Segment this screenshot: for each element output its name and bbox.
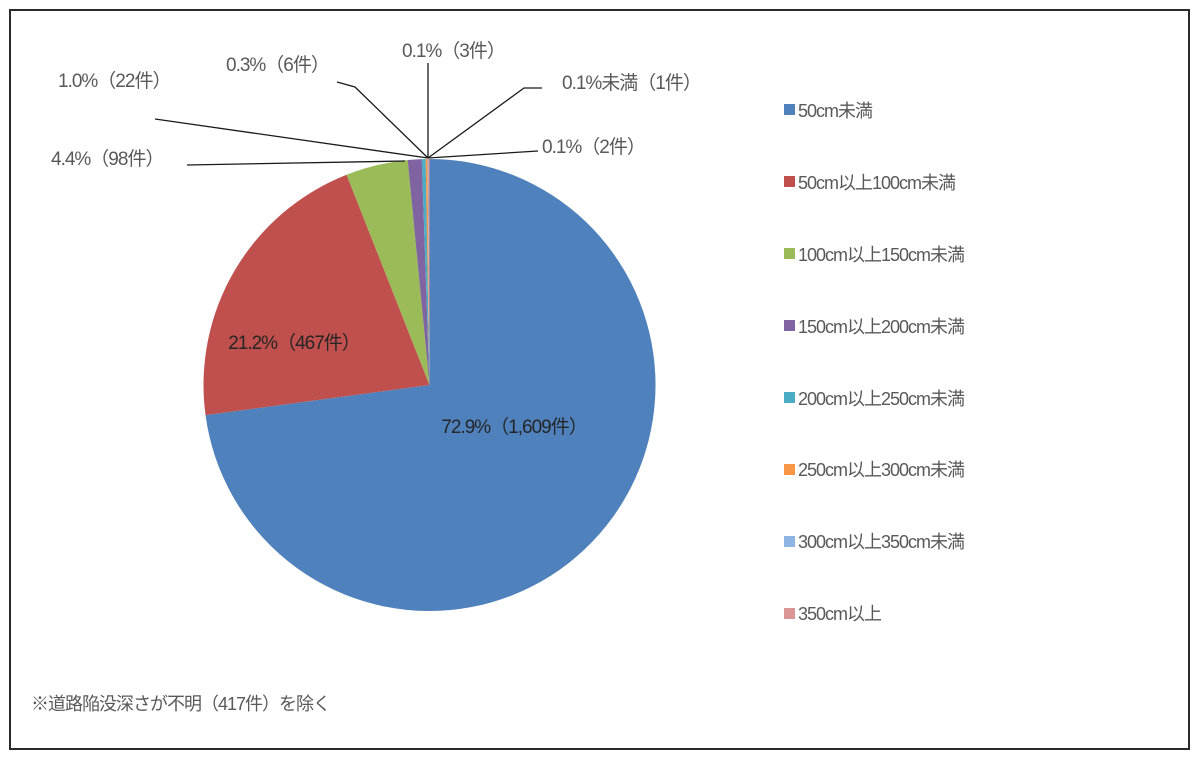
- svg-text:21.2%（467件）: 21.2%（467件）: [228, 332, 360, 354]
- svg-text:0.1%未満（1件）: 0.1%未満（1件）: [562, 72, 701, 94]
- svg-text:4.4%（98件）: 4.4%（98件）: [51, 148, 163, 170]
- svg-text:1.0%（22件）: 1.0%（22件）: [58, 70, 170, 92]
- svg-text:0.1%（3件）: 0.1%（3件）: [402, 40, 505, 62]
- svg-text:72.9%（1,609件）: 72.9%（1,609件）: [441, 416, 586, 438]
- svg-text:0.1%（2件）: 0.1%（2件）: [542, 136, 645, 158]
- svg-text:0.3%（6件）: 0.3%（6件）: [226, 54, 329, 76]
